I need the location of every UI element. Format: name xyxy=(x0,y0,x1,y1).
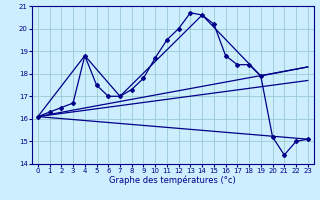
X-axis label: Graphe des températures (°c): Graphe des températures (°c) xyxy=(109,176,236,185)
